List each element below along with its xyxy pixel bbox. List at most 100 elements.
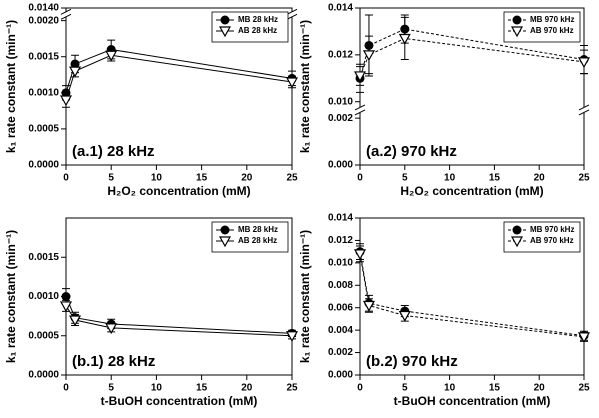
panel: 0.0000 0.0005 0.0010 0.0015 0 5 10 15 20 25 t-BuOH… bbox=[4, 217, 299, 408]
x-tick-label: 15 bbox=[489, 173, 501, 184]
panel: 0.000 0.002 0.004 0.006 0.008 0.010 0.012 0.014… bbox=[298, 213, 591, 408]
y-tick-label: 0.012 bbox=[328, 235, 353, 246]
axis-break bbox=[60, 8, 72, 15]
x-tick-label: 25 bbox=[286, 173, 298, 184]
x-tick-label: 15 bbox=[489, 383, 501, 394]
x-tick-label: 0 bbox=[357, 383, 363, 394]
y-tick-label: 0.000 bbox=[328, 160, 353, 171]
marker bbox=[285, 331, 299, 342]
y-tick-label: 0.000 bbox=[328, 370, 353, 381]
legend-label: AB 28 kHz bbox=[238, 236, 277, 245]
y-axis-label: k₁ rate constant (min⁻¹) bbox=[298, 230, 312, 363]
legend-label: AB 28 kHz bbox=[238, 26, 277, 35]
x-tick-label: 5 bbox=[402, 383, 408, 394]
y-tick-label: 0.014 bbox=[328, 3, 353, 14]
series-line bbox=[359, 251, 585, 337]
axis-break bbox=[354, 109, 366, 116]
y-tick-label: 0.010 bbox=[328, 257, 353, 268]
marker bbox=[61, 292, 71, 301]
axis-break bbox=[578, 104, 590, 111]
x-tick-label: 0 bbox=[63, 173, 69, 184]
legend-marker bbox=[510, 236, 524, 248]
y-tick-label: 0.0010 bbox=[28, 87, 59, 98]
y-axis-label: k₁ rate constant (min⁻¹) bbox=[298, 20, 312, 153]
y-axis-label: k₁ rate constant (min⁻¹) bbox=[4, 230, 18, 363]
axis-break-gap bbox=[60, 11, 72, 17]
legend-label: MB 28 kHz bbox=[238, 15, 278, 24]
legend-marker bbox=[512, 15, 522, 25]
x-tick-label: 25 bbox=[286, 383, 298, 394]
panel-annotation: (a.2) 970 kHz bbox=[366, 143, 457, 160]
axis-break bbox=[354, 104, 366, 111]
legend-marker bbox=[220, 15, 230, 25]
marker bbox=[577, 332, 591, 344]
y-tick-label: 0.010 bbox=[328, 96, 353, 107]
y-tick-label: 0.0000 bbox=[28, 370, 59, 381]
y-tick-label: 0.0000 bbox=[28, 160, 59, 171]
x-axis-label: t-BuOH concentration (mM) bbox=[394, 394, 551, 408]
x-tick-label: 10 bbox=[151, 383, 163, 394]
y-tick-label: 0.0015 bbox=[28, 252, 59, 263]
axis-break bbox=[578, 109, 590, 116]
plot-frame bbox=[359, 217, 585, 376]
legend-label: MB 970 kHz bbox=[530, 225, 574, 234]
legend-label: AB 970 kHz bbox=[530, 26, 574, 35]
marker bbox=[353, 71, 367, 83]
marker bbox=[398, 33, 411, 45]
legend-marker bbox=[218, 26, 232, 38]
y-tick-label: 0.002 bbox=[328, 113, 353, 124]
legend-marker bbox=[220, 225, 230, 235]
series-line bbox=[359, 253, 585, 338]
marker bbox=[59, 301, 73, 313]
axis-break bbox=[286, 8, 298, 15]
x-tick-label: 0 bbox=[63, 383, 69, 394]
y-axis-label: k₁ rate constant (min⁻¹) bbox=[4, 20, 18, 153]
x-tick-label: 5 bbox=[108, 173, 114, 184]
legend-marker bbox=[510, 26, 524, 38]
x-tick-label: 20 bbox=[241, 173, 253, 184]
x-tick-label: 5 bbox=[108, 383, 114, 394]
axis-break bbox=[286, 13, 298, 20]
marker bbox=[362, 300, 375, 312]
series-line bbox=[65, 54, 293, 101]
panel-annotation: (b.2) 970 kHz bbox=[366, 353, 458, 370]
legend-label: AB 970 kHz bbox=[530, 236, 574, 245]
x-tick-label: 10 bbox=[444, 173, 456, 184]
y-tick-label: 0.0140 bbox=[28, 3, 59, 14]
marker bbox=[70, 59, 80, 69]
legend-marker bbox=[512, 225, 522, 235]
axis-break bbox=[60, 13, 72, 20]
marker bbox=[69, 315, 82, 327]
panel: 0.000 0.002 0.010 0.012 0.014 0 5 10 15 20 25 H₂O₂ … bbox=[298, 3, 591, 198]
y-tick-label: 0.012 bbox=[328, 50, 353, 61]
y-tick-label: 0.0020 bbox=[28, 15, 59, 26]
x-tick-label: 15 bbox=[196, 383, 208, 394]
marker bbox=[105, 50, 118, 62]
x-axis-label: H₂O₂ concentration (mM) bbox=[400, 184, 543, 198]
x-tick-label: 0 bbox=[357, 173, 363, 184]
series-line bbox=[359, 28, 585, 79]
panel-annotation: (b.1) 28 kHz bbox=[72, 353, 155, 370]
marker bbox=[398, 310, 411, 322]
x-tick-label: 10 bbox=[151, 173, 163, 184]
marker bbox=[362, 50, 375, 62]
legend-marker bbox=[218, 236, 232, 248]
x-tick-label: 15 bbox=[196, 173, 208, 184]
x-tick-label: 20 bbox=[534, 383, 546, 394]
series-line bbox=[65, 305, 293, 337]
y-tick-label: 0.0015 bbox=[28, 51, 59, 62]
series-line bbox=[65, 296, 293, 334]
legend-label: MB 28 kHz bbox=[238, 225, 278, 234]
x-tick-label: 20 bbox=[534, 173, 546, 184]
x-tick-label: 10 bbox=[444, 383, 456, 394]
axis-break-gap bbox=[354, 107, 366, 113]
y-tick-label: 0.014 bbox=[328, 213, 353, 224]
axis-break-gap bbox=[578, 107, 590, 113]
marker bbox=[59, 95, 73, 107]
x-tick-label: 25 bbox=[578, 383, 590, 394]
marker bbox=[285, 77, 299, 89]
y-tick-label: 0.0010 bbox=[28, 291, 59, 302]
series-line bbox=[359, 37, 585, 77]
